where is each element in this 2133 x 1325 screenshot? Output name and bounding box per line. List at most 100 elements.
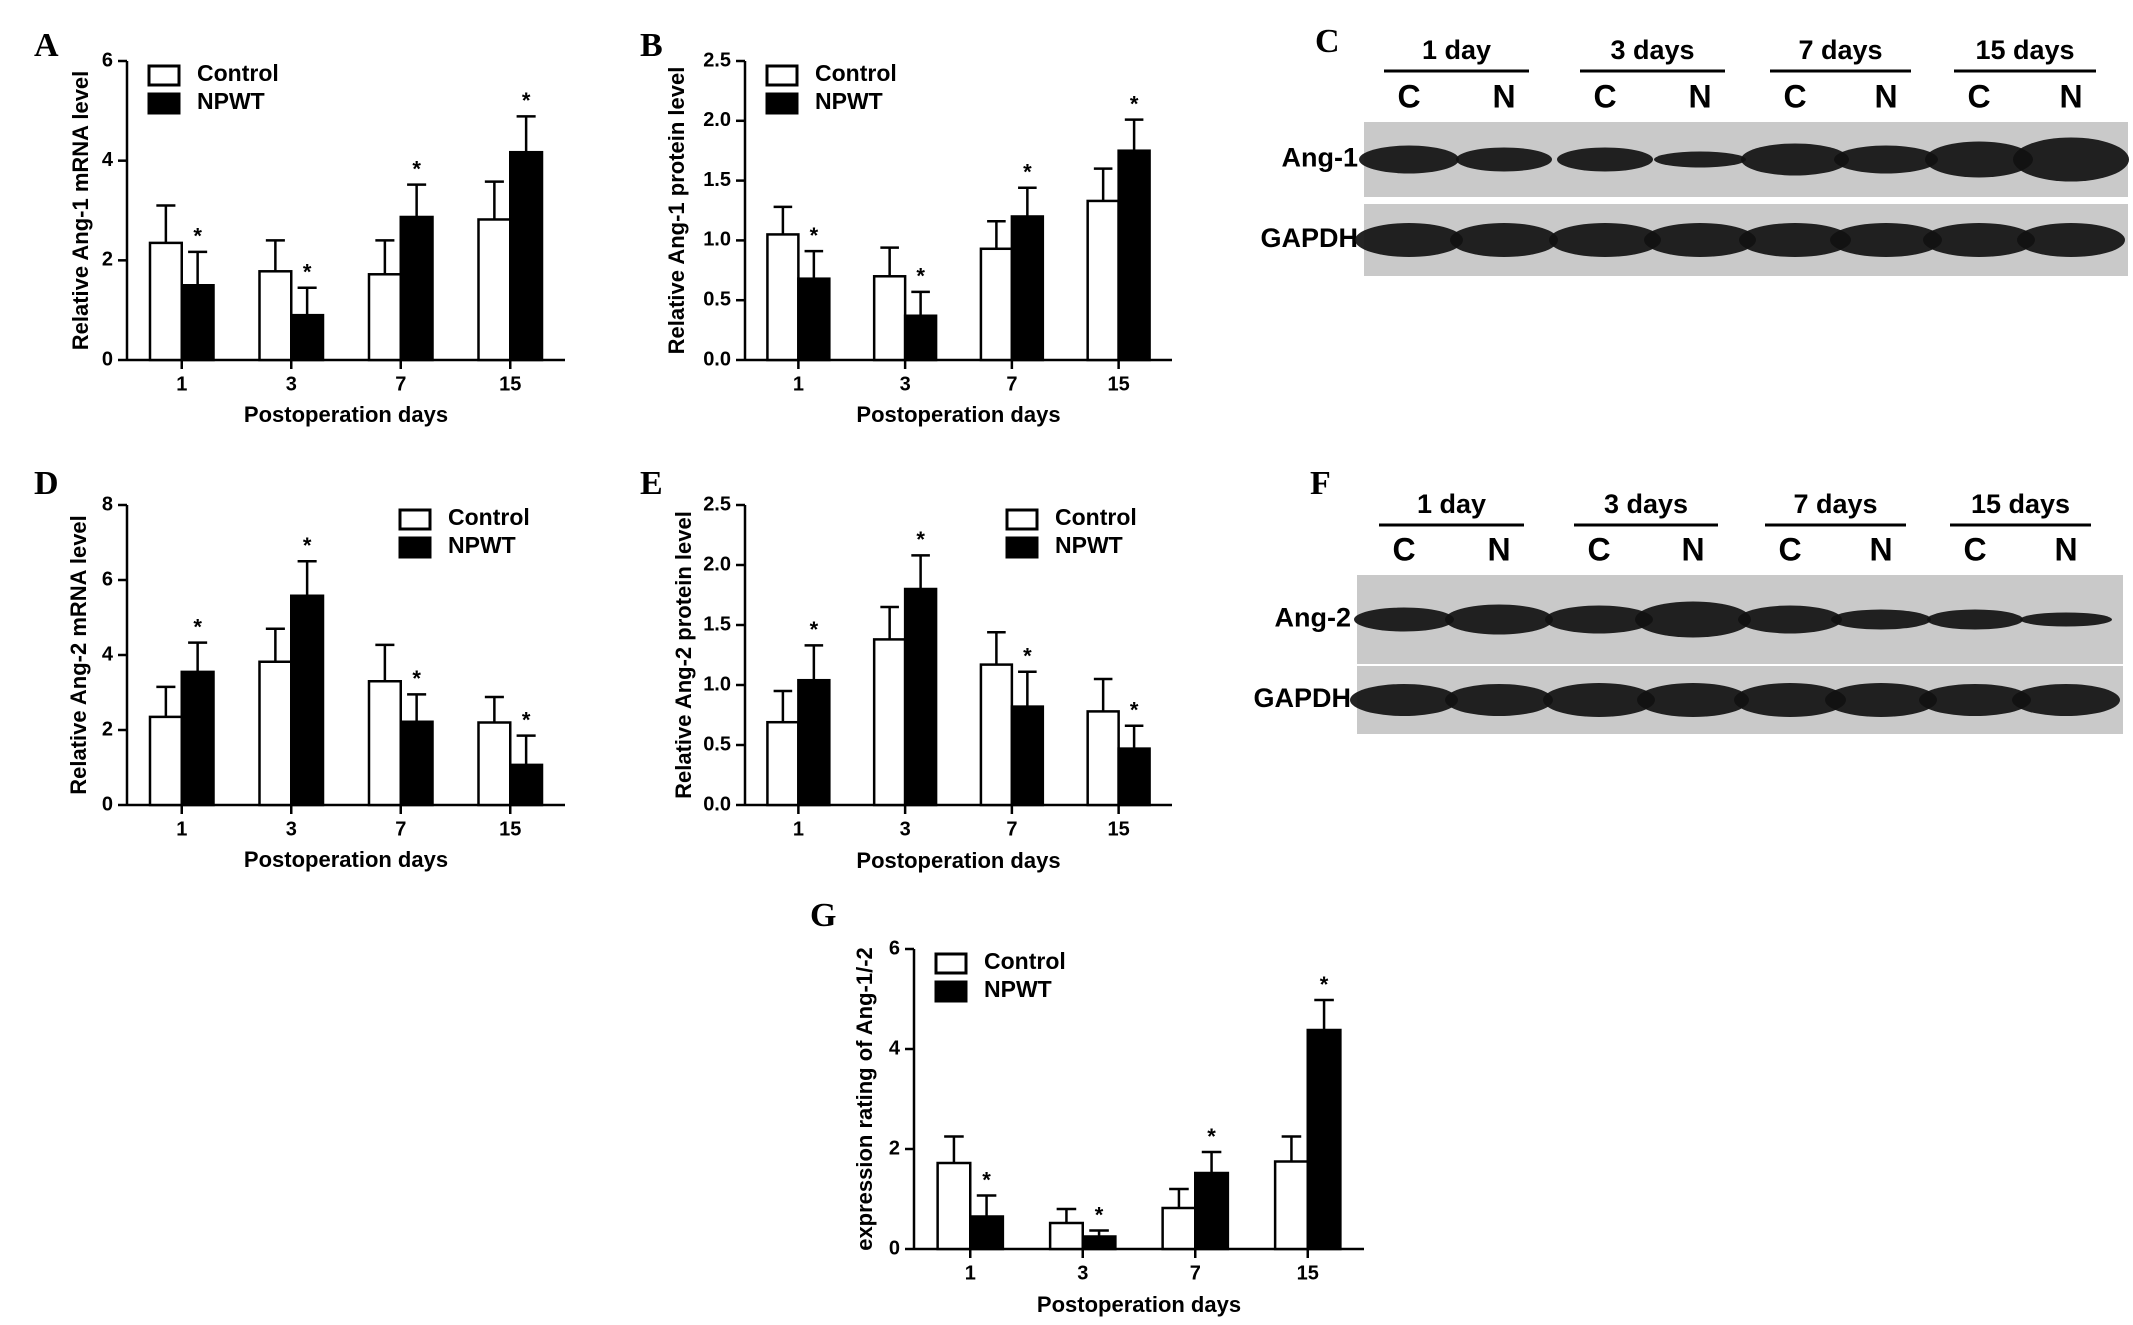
error-bar (1056, 1207, 1077, 1223)
blot-group-label: 15 days (1971, 489, 2070, 519)
bar (399, 720, 434, 807)
chart-panel: D Relative Ang-2 mRNA level Postoperation … (34, 465, 565, 872)
significance-mark: * (916, 527, 925, 552)
blot-band (2020, 612, 2112, 627)
significance-mark: * (522, 707, 531, 732)
y-tick-label: 0 (889, 1237, 900, 1259)
bar (148, 241, 183, 362)
significance-mark: * (522, 88, 531, 113)
blot-lane-label: C (1392, 531, 1415, 567)
legend-label: NPWT (984, 976, 1052, 1002)
bar (1273, 1160, 1309, 1251)
significance-mark: * (1207, 1124, 1216, 1149)
y-tick-label: 0.0 (703, 793, 731, 815)
x-tick-label: 3 (1077, 1262, 1088, 1284)
panel-letter: F (1310, 465, 1331, 502)
y-tick-label: 2 (889, 1137, 900, 1159)
blot-band (1654, 151, 1746, 168)
bar (258, 660, 293, 807)
error-bar (156, 685, 176, 717)
x-tick-label: 7 (1006, 818, 1017, 840)
bar (872, 275, 907, 362)
legend-swatch (147, 64, 181, 87)
legend-label: NPWT (1055, 532, 1123, 558)
bar (1086, 199, 1120, 362)
blot-group-label: 3 days (1604, 489, 1688, 519)
blot-lane-label: C (1967, 78, 1990, 114)
error-bar (880, 246, 899, 277)
bar (872, 638, 907, 807)
bar (148, 715, 183, 807)
significance-mark: * (303, 260, 312, 285)
bar (766, 233, 800, 362)
y-tick-label: 0 (102, 348, 113, 370)
significance-mark: * (1095, 1202, 1104, 1227)
y-tick-label: 1.5 (703, 169, 731, 191)
blot-band (1445, 684, 1553, 716)
bar (979, 663, 1014, 807)
y-tick-label: 0 (102, 793, 113, 815)
legend-swatch (147, 92, 181, 115)
panel-letter: C (1315, 23, 1340, 60)
y-tick-label: 2.5 (703, 49, 731, 71)
blot-lane-label: N (1492, 78, 1515, 114)
y-tick-label: 1.0 (703, 673, 731, 695)
legend-swatch (1005, 536, 1039, 559)
y-tick-label: 6 (102, 568, 113, 590)
legend-swatch (398, 536, 432, 559)
error-bar (297, 286, 317, 316)
y-axis-label: Relative Ang-1 mRNA level (68, 71, 93, 351)
error-bar (375, 239, 395, 275)
error-bar (911, 290, 930, 316)
blot-row-label: GAPDH (1253, 683, 1351, 713)
x-tick-label: 15 (499, 818, 521, 840)
error-bar (1281, 1135, 1302, 1162)
error-bar (484, 180, 504, 220)
bar (1010, 215, 1045, 362)
blot-band (1355, 223, 1463, 257)
error-bar (484, 695, 504, 723)
x-tick-label: 7 (1190, 1262, 1201, 1284)
legend-label: NPWT (815, 88, 883, 114)
bar (1010, 705, 1045, 807)
y-tick-label: 6 (889, 937, 900, 959)
significance-mark: * (1130, 91, 1139, 116)
chart-panel: E Relative Ang-2 protein level Postoperati… (640, 465, 1172, 873)
error-bar (265, 627, 285, 662)
x-tick-label: 3 (900, 373, 911, 395)
panel-letter: D (34, 465, 59, 502)
x-tick-label: 7 (395, 373, 406, 395)
panel-letter: A (34, 27, 59, 64)
y-tick-label: 1.0 (703, 229, 731, 251)
blot-group-label: 7 days (1793, 489, 1877, 519)
error-bar (407, 693, 427, 722)
blot-lane-label: N (2059, 78, 2082, 114)
legend-swatch (934, 952, 968, 975)
error-bar (375, 643, 395, 682)
blot-band (1354, 607, 1454, 632)
significance-mark: * (412, 156, 421, 181)
y-tick-label: 6 (102, 49, 113, 71)
error-bar (1089, 1229, 1109, 1237)
significance-mark: * (1130, 698, 1139, 723)
y-tick-label: 2 (102, 718, 113, 740)
bar (290, 313, 325, 362)
bar (936, 1161, 972, 1251)
legend-label: NPWT (448, 532, 516, 558)
blot-lane-label: C (1397, 78, 1420, 114)
bar (509, 150, 544, 362)
significance-mark: * (810, 223, 819, 248)
significance-mark: * (193, 224, 202, 249)
bar (399, 215, 434, 362)
legend-swatch (398, 508, 432, 531)
blot-band (1919, 684, 2031, 716)
x-tick-label: 3 (286, 373, 297, 395)
legend-label: NPWT (197, 88, 265, 114)
blot-band (1927, 609, 2023, 630)
error-bar (804, 644, 824, 681)
y-tick-label: 2.5 (703, 493, 731, 515)
y-tick-label: 2.0 (703, 109, 731, 131)
blot-band (1456, 147, 1552, 172)
blot-band (1734, 683, 1846, 717)
